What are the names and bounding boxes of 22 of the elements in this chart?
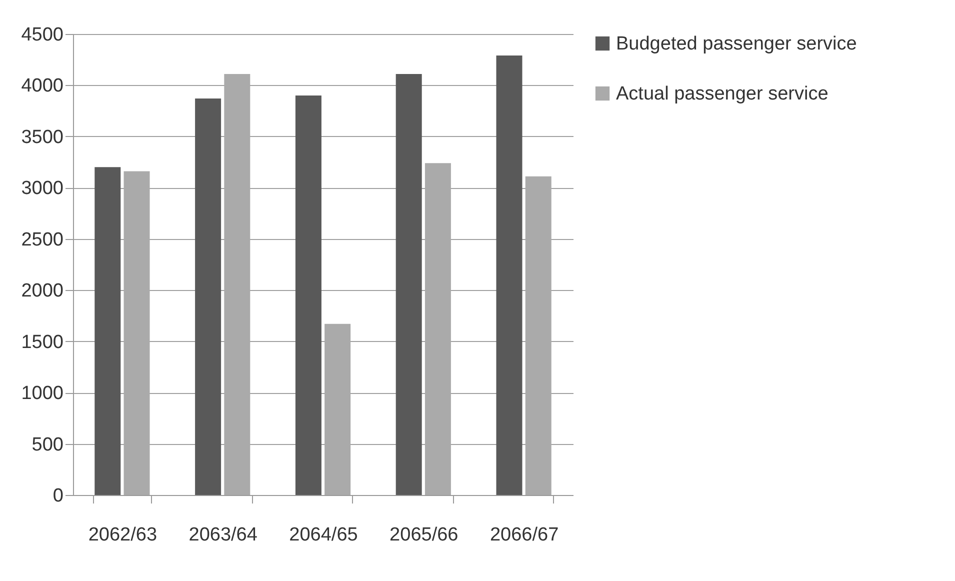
y-tick-label: 4000 [21, 76, 64, 97]
legend-label: Budgeted passenger service [616, 34, 857, 54]
x-tick-label: 2066/67 [490, 524, 559, 546]
x-tick-label: 2065/66 [390, 524, 458, 546]
bar [94, 167, 121, 495]
x-tick-label: 2064/65 [289, 524, 358, 546]
y-tick-label: 3500 [21, 126, 64, 148]
bar [396, 74, 422, 495]
y-tick-label: 2500 [21, 229, 64, 250]
y-tick-label: 1500 [21, 332, 64, 353]
y-tick-label: 2000 [21, 280, 64, 302]
x-tick-label: 2063/64 [188, 524, 258, 546]
y-tick-label: 0 [52, 486, 64, 506]
y-tick-label: 4500 [21, 24, 64, 46]
bar [295, 95, 322, 495]
bar [496, 56, 522, 495]
y-tick-label: 3000 [21, 178, 64, 200]
y-tick-label: 1000 [21, 383, 64, 404]
x-tick-label: 2062/63 [88, 524, 158, 546]
bar [195, 98, 222, 495]
legend-label: Actual passenger service [616, 84, 828, 104]
y-tick-label: 500 [32, 434, 64, 456]
